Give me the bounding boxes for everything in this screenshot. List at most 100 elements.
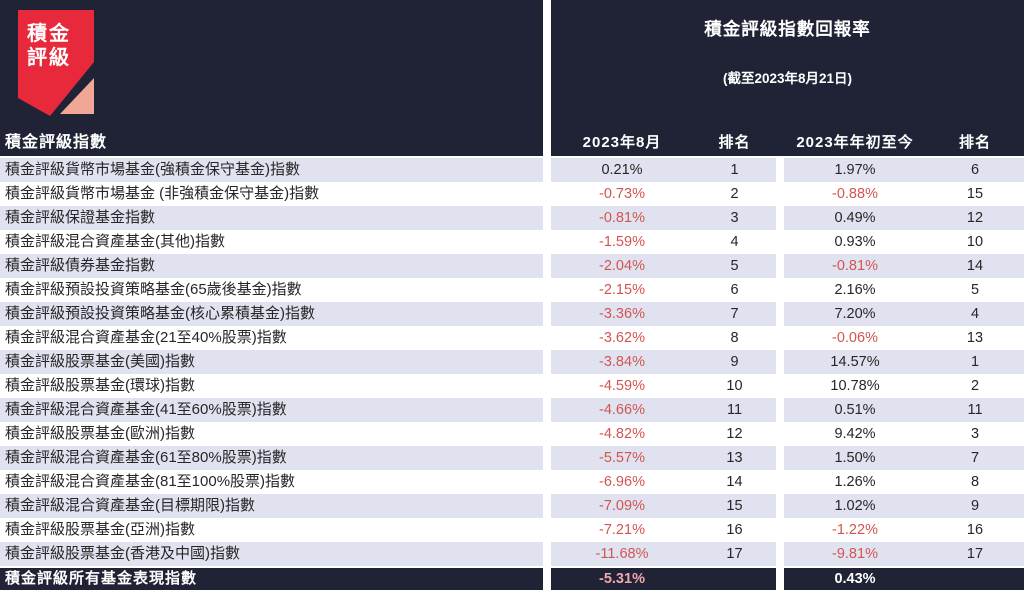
column-separator <box>543 470 551 494</box>
column-separator <box>776 422 784 446</box>
august-rank-value: 9 <box>693 350 776 374</box>
ytd-return-value: 7.20% <box>784 302 926 326</box>
column-separator <box>543 254 551 278</box>
fund-index-name: 積金評級股票基金(美國)指數 <box>0 350 543 374</box>
table-row: 積金評級債券基金指數 -2.04% 5 -0.81% 14 <box>0 254 1024 278</box>
fund-index-name: 積金評級股票基金(亞洲)指數 <box>0 518 543 542</box>
ytd-return-value: 0.49% <box>784 206 926 230</box>
table-row: 積金評級股票基金(歐洲)指數 -4.82% 12 9.42% 3 <box>0 422 1024 446</box>
table-row: 積金評級預設投資策略基金(65歲後基金)指數 -2.15% 6 2.16% 5 <box>0 278 1024 302</box>
august-return-value: -1.59% <box>551 230 693 254</box>
column-separator <box>776 542 784 566</box>
logo-text-line2: 評級 <box>27 45 71 69</box>
ytd-return-value: 1.97% <box>784 158 926 182</box>
august-rank-value: 7 <box>693 302 776 326</box>
column-separator <box>776 302 784 326</box>
august-return-value: -7.09% <box>551 494 693 518</box>
header-left-block: 積金 評級 積金評級指數 <box>0 0 543 156</box>
august-return-value: -6.96% <box>551 470 693 494</box>
column-separator <box>776 278 784 302</box>
table-row: 積金評級股票基金(亞洲)指數 -7.21% 16 -1.22% 16 <box>0 518 1024 542</box>
table-body: 積金評級貨幣市場基金(強積金保守基金)指數 0.21% 1 1.97% 6 積金… <box>0 158 1024 566</box>
ytd-rank-value: 14 <box>926 254 1024 278</box>
column-separator <box>543 230 551 254</box>
column-separator <box>543 0 551 156</box>
fund-index-name: 積金評級混合資產基金(61至80%股票)指數 <box>0 446 543 470</box>
ytd-rank-value: 5 <box>926 278 1024 302</box>
column-header-rank1: 排名 <box>718 134 751 151</box>
ytd-return-value: 2.16% <box>784 278 926 302</box>
footer-ytd-return-value: 0.43% <box>784 568 926 590</box>
august-rank-value: 5 <box>693 254 776 278</box>
ytd-return-value: 1.02% <box>784 494 926 518</box>
fund-index-name: 積金評級預設投資策略基金(65歲後基金)指數 <box>0 278 543 302</box>
fund-index-name: 積金評級混合資產基金(目標期限)指數 <box>0 494 543 518</box>
column-separator <box>543 568 551 590</box>
august-return-value: -3.84% <box>551 350 693 374</box>
fund-index-name: 積金評級貨幣市場基金 (非強積金保守基金)指數 <box>0 182 543 206</box>
august-return-value: -2.04% <box>551 254 693 278</box>
ytd-return-value: -9.81% <box>784 542 926 566</box>
column-separator <box>543 542 551 566</box>
footer-august-rank-empty <box>693 568 776 590</box>
column-header-aug: 2023年8月 <box>582 134 662 151</box>
august-return-value: -3.62% <box>551 326 693 350</box>
august-rank-value: 1 <box>693 158 776 182</box>
ytd-return-value: 14.57% <box>784 350 926 374</box>
column-header-rank2: 排名 <box>958 134 991 151</box>
column-separator <box>543 182 551 206</box>
august-return-value: -4.66% <box>551 398 693 422</box>
ytd-return-value: 10.78% <box>784 374 926 398</box>
table-row: 積金評級混合資產基金(其他)指數 -1.59% 4 0.93% 10 <box>0 230 1024 254</box>
ytd-return-value: 9.42% <box>784 422 926 446</box>
column-headers: 2023年8月 排名 2023年年初至今 排名 <box>551 131 1024 152</box>
table-header: 積金 評級 積金評級指數 積金評級指數回報率 (截至2023年8月21日) 20… <box>0 0 1024 158</box>
august-rank-value: 11 <box>693 398 776 422</box>
column-separator <box>776 398 784 422</box>
report-title: 積金評級指數回報率 <box>704 19 871 39</box>
fund-index-name: 積金評級混合資產基金(41至60%股票)指數 <box>0 398 543 422</box>
column-separator <box>776 182 784 206</box>
ytd-rank-value: 6 <box>926 158 1024 182</box>
column-separator <box>543 302 551 326</box>
column-separator <box>776 254 784 278</box>
ytd-rank-value: 13 <box>926 326 1024 350</box>
fund-index-name: 積金評級股票基金(香港及中國)指數 <box>0 542 543 566</box>
column-separator <box>776 494 784 518</box>
ytd-rank-value: 12 <box>926 206 1024 230</box>
table-row: 積金評級預設投資策略基金(核心累積基金)指數 -3.36% 7 7.20% 4 <box>0 302 1024 326</box>
ytd-return-value: -0.81% <box>784 254 926 278</box>
header-right-block: 積金評級指數回報率 (截至2023年8月21日) 2023年8月 排名 2023… <box>551 0 1024 156</box>
ytd-rank-value: 11 <box>926 398 1024 422</box>
august-return-value: -4.59% <box>551 374 693 398</box>
column-separator <box>543 158 551 182</box>
fund-index-name: 積金評級混合資產基金(其他)指數 <box>0 230 543 254</box>
august-return-value: -0.73% <box>551 182 693 206</box>
august-rank-value: 12 <box>693 422 776 446</box>
column-separator <box>776 158 784 182</box>
column-separator <box>776 131 784 152</box>
column-separator <box>543 326 551 350</box>
august-rank-value: 17 <box>693 542 776 566</box>
column-separator <box>776 518 784 542</box>
august-return-value: -4.82% <box>551 422 693 446</box>
column-separator <box>776 350 784 374</box>
ytd-rank-value: 7 <box>926 446 1024 470</box>
table-footer-row: 積金評級所有基金表現指數 -5.31% 0.43% <box>0 568 1024 590</box>
ytd-rank-value: 10 <box>926 230 1024 254</box>
index-column-header: 積金評級指數 <box>5 134 108 151</box>
august-rank-value: 8 <box>693 326 776 350</box>
footer-ytd-rank-empty <box>926 568 1024 590</box>
footer-august-return-value: -5.31% <box>551 568 693 590</box>
august-rank-value: 10 <box>693 374 776 398</box>
table-row: 積金評級混合資產基金(41至60%股票)指數 -4.66% 11 0.51% 1… <box>0 398 1024 422</box>
ytd-rank-value: 3 <box>926 422 1024 446</box>
fund-index-name: 積金評級股票基金(歐洲)指數 <box>0 422 543 446</box>
ytd-rank-value: 1 <box>926 350 1024 374</box>
august-rank-value: 16 <box>693 518 776 542</box>
column-separator <box>543 446 551 470</box>
column-separator <box>543 422 551 446</box>
ytd-rank-value: 8 <box>926 470 1024 494</box>
august-rank-value: 4 <box>693 230 776 254</box>
